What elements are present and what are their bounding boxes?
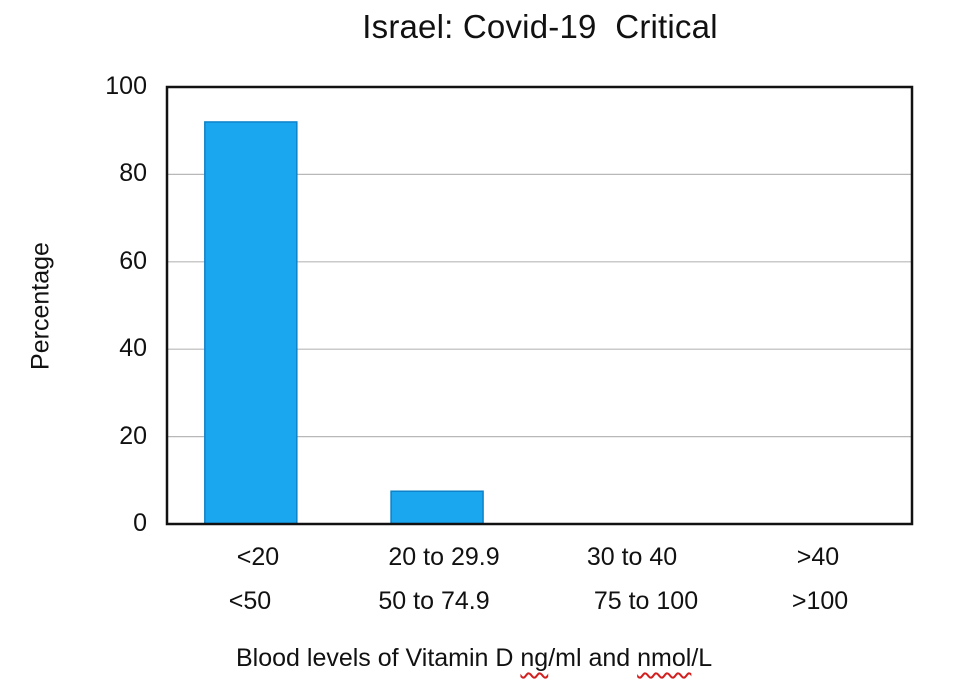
x-axis-label-part: /ml and — [548, 644, 638, 672]
y-tick-label: 20 — [119, 421, 147, 450]
x-category-label: <20 — [236, 543, 280, 571]
y-tick-label: 100 — [105, 72, 147, 100]
bars — [204, 121, 484, 525]
x-axis-label-unit-nmol: nmol — [637, 644, 692, 672]
y-tick-label: 60 — [119, 246, 147, 275]
x-category-sublabel: 50 to 74.9 — [378, 587, 490, 615]
y-tick-label: 80 — [119, 159, 147, 188]
y-axis-label: Percentage — [26, 242, 55, 370]
x-category-sublabel: <50 — [228, 587, 272, 615]
x-category-label: 20 to 29.9 — [388, 543, 500, 571]
x-axis-label: Blood levels of Vitamin D ng/ml and nmol… — [236, 644, 712, 673]
x-axis-label-part: /L — [691, 644, 713, 672]
x-category-label: >40 — [796, 543, 840, 571]
x-category-sublabel: >100 — [791, 587, 849, 615]
x-category-sublabel: 75 to 100 — [593, 587, 699, 615]
y-tick-label: 40 — [119, 334, 147, 363]
x-axis-label-part: Blood levels of Vitamin D — [236, 644, 521, 672]
plot-frame — [165, 85, 914, 526]
x-category-label: 30 to 40 — [586, 543, 678, 571]
bar — [204, 121, 298, 525]
chart-title: Israel: Covid-19 Critical — [362, 8, 718, 45]
x-axis-label-unit-ng: ng — [520, 644, 549, 672]
bar — [390, 490, 484, 525]
y-tick-label: 0 — [133, 509, 147, 537]
